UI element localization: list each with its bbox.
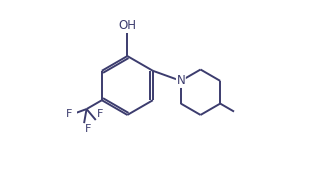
Text: OH: OH	[118, 19, 136, 32]
Text: F: F	[66, 109, 72, 119]
Text: F: F	[97, 109, 103, 119]
Text: N: N	[176, 74, 185, 87]
Text: F: F	[85, 124, 91, 134]
